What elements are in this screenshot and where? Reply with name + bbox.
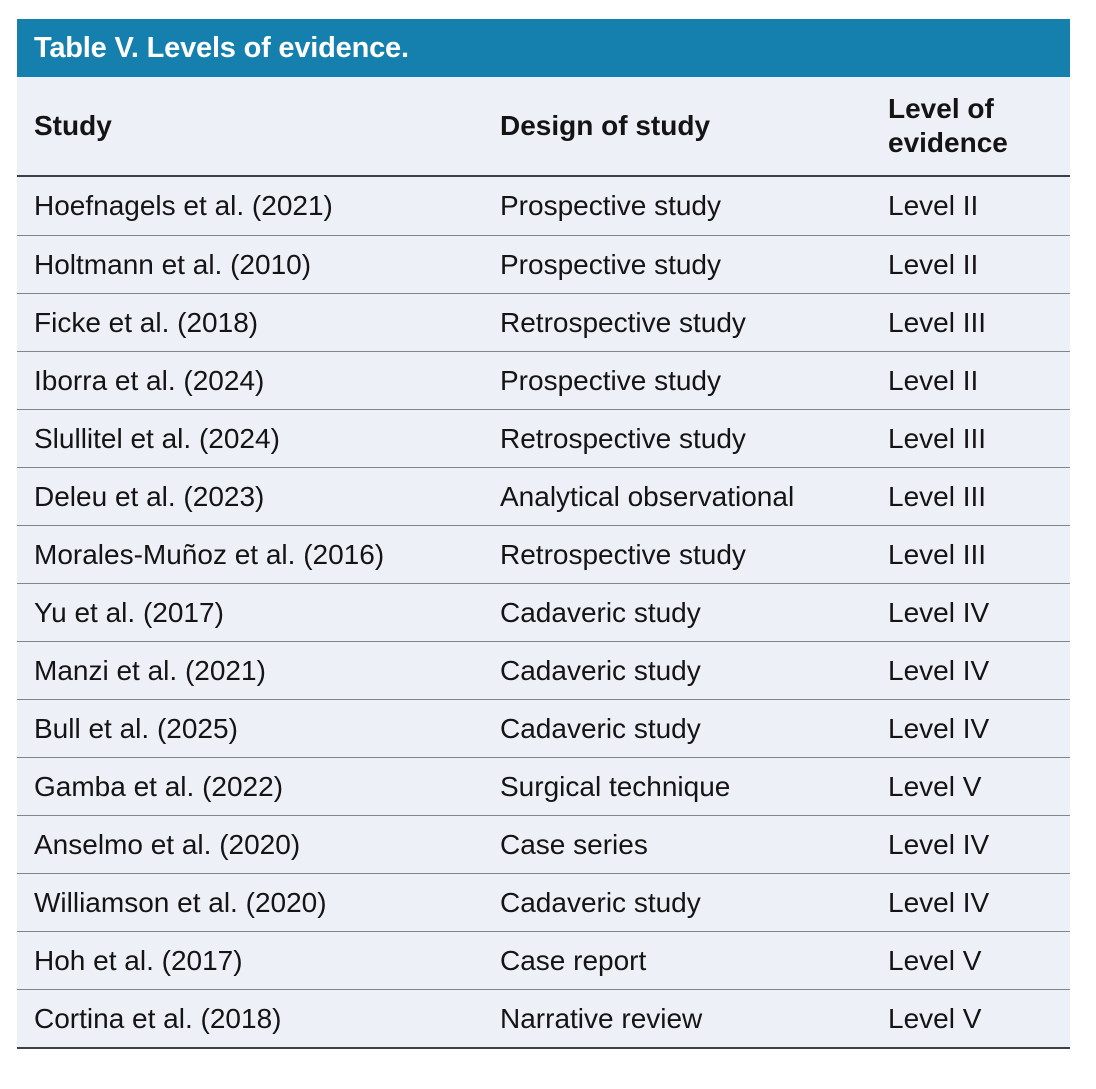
design-cell: Retrospective study [500, 422, 746, 454]
study-cell: Iborra et al. (2024) [34, 364, 265, 396]
level-cell: Level IV [888, 596, 990, 628]
evidence-table: Table V. Levels of evidence. Study Desig… [17, 19, 1070, 1049]
table-row: Slullitel et al. (2024) Retrospective st… [17, 409, 1070, 467]
design-cell: Case report [500, 944, 647, 976]
design-cell: Cadaveric study [500, 596, 701, 628]
level-cell: Level III [888, 422, 987, 454]
study-cell: Manzi et al. (2021) [34, 654, 266, 686]
table-row: Gamba et al. (2022) Surgical technique L… [17, 757, 1070, 815]
study-cell: Williamson et al. (2020) [34, 886, 327, 918]
table-row: Manzi et al. (2021) Cadaveric study Leve… [17, 641, 1070, 699]
level-cell: Level IV [888, 654, 990, 686]
level-cell: Level V [888, 770, 982, 802]
table-row: Anselmo et al. (2020) Case series Level … [17, 815, 1070, 873]
table-row: Bull et al. (2025) Cadaveric study Level… [17, 699, 1070, 757]
study-cell: Anselmo et al. (2020) [34, 828, 301, 860]
design-cell: Prospective study [500, 364, 721, 396]
table-row: Deleu et al. (2023) Analytical observati… [17, 467, 1070, 525]
level-cell: Level III [888, 538, 987, 570]
level-cell: Level III [888, 306, 987, 338]
table-header-row: Study Design of study Level of evidence [17, 77, 1070, 177]
study-cell: Hoh et al. (2017) [34, 944, 243, 976]
study-cell: Bull et al. (2025) [34, 712, 238, 744]
study-cell: Deleu et al. (2023) [34, 480, 265, 512]
design-cell: Retrospective study [500, 538, 746, 570]
study-cell: Cortina et al. (2018) [34, 1002, 282, 1034]
table-title-bar: Table V. Levels of evidence. [17, 19, 1070, 77]
level-cell: Level II [888, 190, 979, 221]
level-cell: Level II [888, 364, 979, 396]
design-cell: Cadaveric study [500, 886, 701, 918]
design-cell: Cadaveric study [500, 654, 701, 686]
column-header-level: Level of evidence [888, 93, 1008, 158]
table-title: Table V. Levels of evidence. [34, 31, 409, 64]
level-cell: Level III [888, 480, 987, 512]
table-row: Hoefnagels et al. (2021) Prospective stu… [17, 177, 1070, 235]
design-cell: Analytical observational [500, 480, 795, 512]
design-cell: Cadaveric study [500, 712, 701, 744]
study-cell: Hoefnagels et al. (2021) [34, 190, 333, 221]
design-cell: Case series [500, 828, 648, 860]
table-row: Hoh et al. (2017) Case report Level V [17, 931, 1070, 989]
study-cell: Holtmann et al. (2010) [34, 248, 312, 280]
study-cell: Gamba et al. (2022) [34, 770, 284, 802]
level-cell: Level IV [888, 828, 990, 860]
table-row: Iborra et al. (2024) Prospective study L… [17, 351, 1070, 409]
table-row: Ficke et al. (2018) Retrospective study … [17, 293, 1070, 351]
design-cell: Retrospective study [500, 306, 746, 338]
table-row: Holtmann et al. (2010) Prospective study… [17, 235, 1070, 293]
design-cell: Prospective study [500, 190, 721, 221]
study-cell: Morales-Muñoz et al. (2016) [34, 538, 385, 570]
column-header-study: Study [34, 110, 112, 142]
level-cell: Level V [888, 944, 982, 976]
level-cell: Level IV [888, 712, 990, 744]
level-cell: Level IV [888, 886, 990, 918]
column-header-design: Design of study [500, 110, 711, 142]
design-cell: Prospective study [500, 248, 721, 280]
design-cell: Narrative review [500, 1002, 703, 1034]
table-row: Yu et al. (2017) Cadaveric study Level I… [17, 583, 1070, 641]
table-row: Morales-Muñoz et al. (2016) Retrospectiv… [17, 525, 1070, 583]
design-cell: Surgical technique [500, 770, 731, 802]
table-row: Williamson et al. (2020) Cadaveric study… [17, 873, 1070, 931]
study-cell: Yu et al. (2017) [34, 596, 224, 628]
study-cell: Ficke et al. (2018) [34, 306, 259, 338]
level-cell: Level V [888, 1002, 982, 1034]
table-body: Hoefnagels et al. (2021) Prospective stu… [17, 177, 1070, 1049]
study-cell: Slullitel et al. (2024) [34, 422, 280, 454]
table-row: Cortina et al. (2018) Narrative review L… [17, 989, 1070, 1047]
level-cell: Level II [888, 248, 979, 280]
